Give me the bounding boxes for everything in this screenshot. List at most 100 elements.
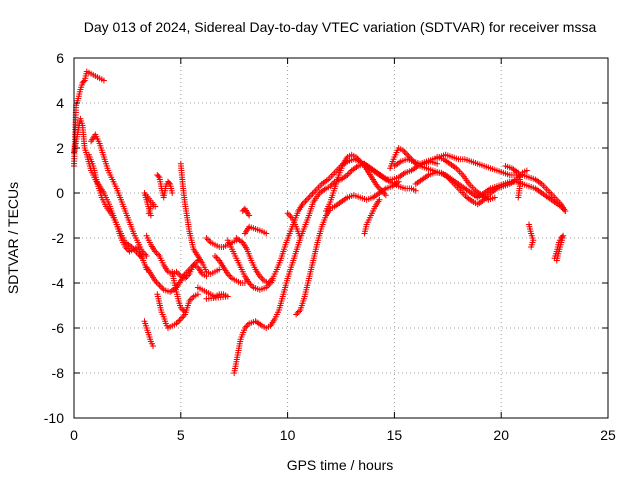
data-point — [176, 317, 183, 324]
series-track-w — [323, 151, 389, 214]
series-track-e — [143, 232, 210, 282]
series-track-z — [391, 151, 569, 214]
series-track-c — [85, 151, 146, 262]
data-point — [206, 238, 213, 244]
series-track-o — [211, 253, 248, 286]
series-track-ac — [502, 163, 524, 201]
data-point — [211, 253, 218, 259]
y-tick-label: 0 — [56, 185, 64, 201]
series-track-x — [361, 196, 383, 237]
data-point — [216, 266, 223, 273]
data-point — [523, 167, 530, 174]
data-point — [194, 291, 201, 298]
data-point — [306, 193, 313, 200]
data-point — [179, 314, 186, 321]
data-point — [395, 178, 402, 185]
y-tick-label: 4 — [56, 95, 64, 111]
data-point — [345, 170, 352, 177]
series-track-k — [169, 268, 189, 316]
data-point — [174, 319, 181, 325]
y-tick-label: -10 — [44, 410, 64, 426]
data-point — [203, 235, 210, 241]
y-axis-label: SDTVAR / TECUs — [5, 182, 21, 294]
data-point — [347, 169, 354, 175]
data-point — [328, 181, 335, 188]
data-point — [227, 274, 234, 280]
data-point — [259, 276, 266, 283]
data-point — [139, 255, 146, 262]
series-track-n — [203, 235, 240, 250]
data-point — [150, 343, 157, 349]
x-axis-label: GPS time / hours — [287, 457, 394, 473]
data-point — [305, 195, 312, 202]
y-tick-label: 6 — [56, 50, 64, 66]
x-tick-label: 15 — [387, 427, 403, 443]
series-track-b — [71, 115, 150, 273]
y-tick-label: 2 — [56, 140, 64, 156]
y-tick-label: -6 — [52, 320, 65, 336]
data-point — [182, 309, 189, 316]
series-track-i — [141, 190, 159, 219]
data-point — [269, 277, 276, 284]
series-track-m — [194, 284, 231, 302]
data-point — [434, 160, 441, 167]
series-track-ad — [525, 221, 537, 250]
tick-layer: 0 5 10 15 20 25 -10 -8 -6 -4 -2 0 2 4 6 — [44, 50, 616, 443]
data-point — [155, 173, 162, 180]
data-point — [263, 230, 270, 237]
series-track-f — [143, 257, 201, 295]
series-track-aa — [412, 167, 530, 208]
x-tick-label: 25 — [600, 427, 616, 443]
data-point — [213, 254, 220, 261]
data-point — [166, 179, 173, 186]
series-track-u — [284, 210, 304, 241]
data-point — [401, 148, 408, 155]
data-point — [189, 295, 196, 301]
data-point — [157, 283, 164, 290]
data-point — [355, 157, 362, 163]
data-point — [174, 270, 181, 277]
data-point — [293, 311, 300, 318]
grid-layer — [74, 58, 608, 418]
series-track-l — [177, 160, 223, 277]
series-track-ae — [551, 232, 567, 264]
data-point — [405, 153, 412, 160]
series-track-s — [241, 223, 270, 237]
chart-title: Day 013 of 2024, Sidereal Day-to-day VTE… — [84, 19, 597, 35]
data-point — [156, 282, 163, 289]
x-tick-label: 10 — [280, 427, 296, 443]
data-point — [491, 194, 498, 201]
data-point — [303, 196, 310, 203]
data-point — [308, 192, 315, 199]
data-point — [528, 244, 535, 250]
data-point — [284, 210, 291, 217]
data-point — [302, 198, 309, 205]
data-point — [147, 212, 154, 219]
y-tick-label: -8 — [52, 365, 65, 381]
series-track-r — [224, 237, 276, 293]
data-point — [297, 235, 304, 241]
data-point — [553, 257, 560, 264]
data-point — [309, 190, 316, 197]
series-track-q — [233, 156, 441, 286]
series-track-ab — [434, 154, 498, 203]
data-point — [286, 211, 293, 218]
series-track-j — [154, 291, 201, 331]
x-tick-label: 5 — [177, 427, 185, 443]
data-points — [71, 68, 569, 376]
data-point — [515, 194, 522, 201]
data-point — [143, 253, 150, 259]
data-point — [246, 212, 253, 219]
data-point — [203, 295, 210, 302]
data-point — [155, 280, 162, 287]
data-point — [562, 208, 569, 214]
x-tick-label: 20 — [493, 427, 509, 443]
data-point — [376, 196, 383, 203]
data-point — [204, 236, 211, 243]
data-point — [402, 150, 409, 157]
x-tick-label: 0 — [70, 427, 78, 443]
data-point — [80, 78, 87, 85]
series-track-h — [154, 172, 176, 201]
data-point — [177, 316, 184, 322]
